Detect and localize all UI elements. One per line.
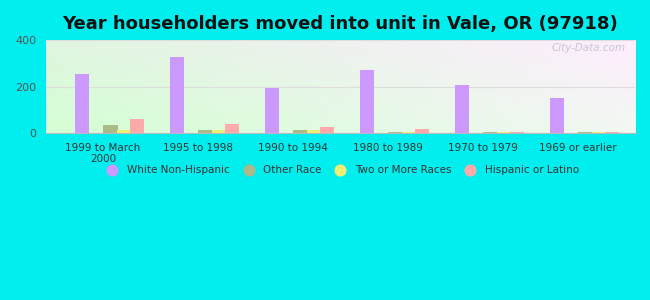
- Bar: [212, 130, 226, 133]
- Bar: [170, 57, 184, 133]
- Bar: [307, 130, 321, 133]
- Bar: [198, 130, 213, 133]
- Text: City-Data.com: City-Data.com: [552, 43, 626, 53]
- Bar: [605, 131, 619, 133]
- Title: Year householders moved into unit in Vale, OR (97918): Year householders moved into unit in Val…: [62, 15, 618, 33]
- Bar: [103, 124, 118, 133]
- Bar: [510, 131, 525, 133]
- Bar: [293, 130, 307, 133]
- Bar: [550, 98, 564, 133]
- Bar: [75, 74, 89, 133]
- Bar: [320, 127, 334, 133]
- Bar: [265, 88, 279, 133]
- Bar: [225, 124, 239, 133]
- Bar: [415, 129, 429, 133]
- Bar: [578, 132, 593, 133]
- Legend: White Non-Hispanic, Other Race, Two or More Races, Hispanic or Latino: White Non-Hispanic, Other Race, Two or M…: [98, 161, 583, 179]
- Bar: [130, 119, 144, 133]
- Bar: [360, 70, 374, 133]
- Bar: [484, 132, 498, 133]
- Bar: [455, 85, 469, 133]
- Bar: [389, 132, 402, 133]
- Bar: [592, 131, 606, 133]
- Bar: [116, 130, 131, 133]
